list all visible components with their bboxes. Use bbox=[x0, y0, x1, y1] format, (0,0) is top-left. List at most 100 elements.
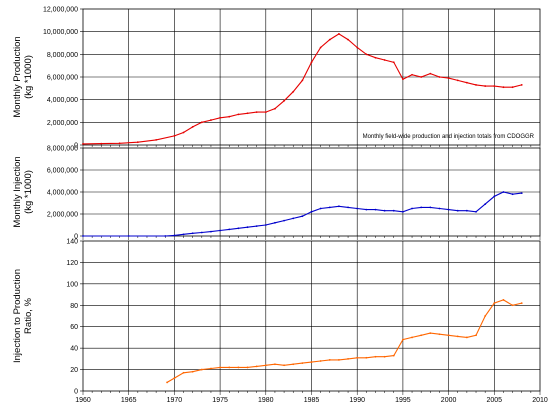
data-point bbox=[502, 299, 505, 301]
data-point bbox=[374, 56, 377, 59]
data-point bbox=[493, 302, 496, 305]
data-point bbox=[402, 78, 404, 81]
data-point bbox=[420, 334, 423, 337]
data-point bbox=[246, 112, 249, 115]
y-tick-label: 60 bbox=[70, 324, 78, 331]
y-tick-label: 140 bbox=[66, 239, 78, 246]
data-point bbox=[383, 59, 386, 61]
series-line bbox=[83, 191, 522, 237]
data-point bbox=[447, 208, 450, 211]
data-point bbox=[383, 355, 386, 358]
data-point bbox=[438, 333, 441, 336]
data-point bbox=[493, 85, 496, 87]
data-point bbox=[411, 207, 413, 210]
data-point bbox=[219, 229, 222, 232]
data-point bbox=[292, 363, 295, 366]
data-point bbox=[520, 192, 523, 195]
y-tick-label: 12,000,000 bbox=[43, 7, 78, 14]
data-point bbox=[82, 142, 84, 145]
data-point bbox=[456, 79, 459, 82]
data-point bbox=[374, 355, 377, 358]
data-point bbox=[118, 142, 121, 145]
data-point bbox=[127, 235, 130, 237]
x-tick-label: 1970 bbox=[167, 397, 183, 404]
data-point bbox=[200, 121, 203, 124]
data-point bbox=[182, 233, 185, 236]
y-axis-label: (kg *1000) bbox=[23, 170, 34, 214]
data-point bbox=[365, 208, 368, 211]
data-point bbox=[484, 315, 487, 317]
data-point bbox=[301, 215, 304, 218]
data-point bbox=[347, 206, 349, 209]
y-tick-label: 100 bbox=[66, 281, 78, 288]
data-point bbox=[328, 38, 331, 41]
data-point bbox=[100, 142, 103, 145]
data-point bbox=[347, 38, 349, 41]
data-point bbox=[383, 209, 386, 212]
data-point bbox=[392, 354, 395, 357]
data-point bbox=[246, 226, 249, 229]
data-point bbox=[465, 336, 468, 339]
data-point bbox=[301, 362, 304, 365]
y-axis-label: (kg *1000) bbox=[23, 55, 34, 99]
data-point bbox=[237, 366, 240, 369]
data-point bbox=[310, 210, 313, 213]
data-point bbox=[210, 367, 212, 370]
data-point bbox=[447, 77, 450, 80]
production-annotation: Monthly field-wide production and inject… bbox=[363, 134, 535, 140]
data-point bbox=[283, 364, 285, 367]
data-point bbox=[374, 208, 377, 211]
data-point bbox=[484, 85, 487, 87]
data-point bbox=[292, 90, 295, 93]
data-point bbox=[429, 206, 432, 209]
data-point bbox=[365, 53, 368, 56]
series-line bbox=[166, 299, 522, 383]
data-point bbox=[475, 334, 477, 337]
x-tick-label: 2010 bbox=[532, 397, 548, 404]
data-point bbox=[429, 72, 432, 75]
data-point bbox=[274, 221, 276, 224]
data-point bbox=[255, 225, 258, 228]
x-tick-label: 1995 bbox=[395, 397, 411, 404]
data-point bbox=[228, 366, 231, 369]
y-tick-label: 6,000,000 bbox=[47, 168, 78, 175]
data-point bbox=[511, 193, 514, 196]
y-axis-label: Injection to Production bbox=[12, 269, 23, 363]
data-point bbox=[319, 207, 322, 210]
data-point bbox=[191, 232, 194, 235]
series-line bbox=[82, 33, 522, 145]
data-point bbox=[228, 228, 231, 231]
data-point bbox=[210, 119, 212, 121]
panel-production: 0 2,000,000 4,000,000 6,000,000 8,000,000 10,… bbox=[12, 7, 541, 150]
x-tick-label: 2005 bbox=[487, 397, 503, 404]
y-tick-label: 8,000,000 bbox=[47, 146, 78, 153]
data-point bbox=[328, 206, 331, 209]
data-point bbox=[465, 81, 468, 84]
data-point bbox=[438, 76, 441, 78]
data-point bbox=[246, 366, 249, 369]
data-point bbox=[301, 79, 304, 82]
x-tick-label: 1960 bbox=[75, 397, 91, 404]
data-point bbox=[264, 111, 267, 114]
data-point bbox=[292, 217, 295, 220]
data-point bbox=[237, 227, 240, 230]
data-point bbox=[493, 195, 496, 198]
data-point bbox=[447, 334, 450, 337]
y-tick-label: 2,000,000 bbox=[47, 212, 78, 219]
data-point bbox=[347, 357, 349, 360]
data-point bbox=[173, 234, 176, 237]
data-point bbox=[392, 61, 395, 64]
x-tick-label: 1975 bbox=[212, 397, 228, 404]
panel-injection: 0 2,000,000 4,000,000 6,000,000 8,000,000 Mon… bbox=[12, 146, 541, 241]
data-point bbox=[438, 207, 441, 210]
data-point bbox=[274, 107, 276, 110]
data-point bbox=[191, 125, 194, 128]
data-point bbox=[255, 111, 258, 114]
y-tick-label: 0 bbox=[74, 234, 78, 241]
data-point bbox=[429, 332, 432, 335]
data-point bbox=[200, 231, 203, 234]
data-point bbox=[328, 359, 331, 361]
data-point bbox=[219, 116, 222, 119]
data-point bbox=[319, 360, 322, 362]
data-point bbox=[219, 366, 222, 369]
